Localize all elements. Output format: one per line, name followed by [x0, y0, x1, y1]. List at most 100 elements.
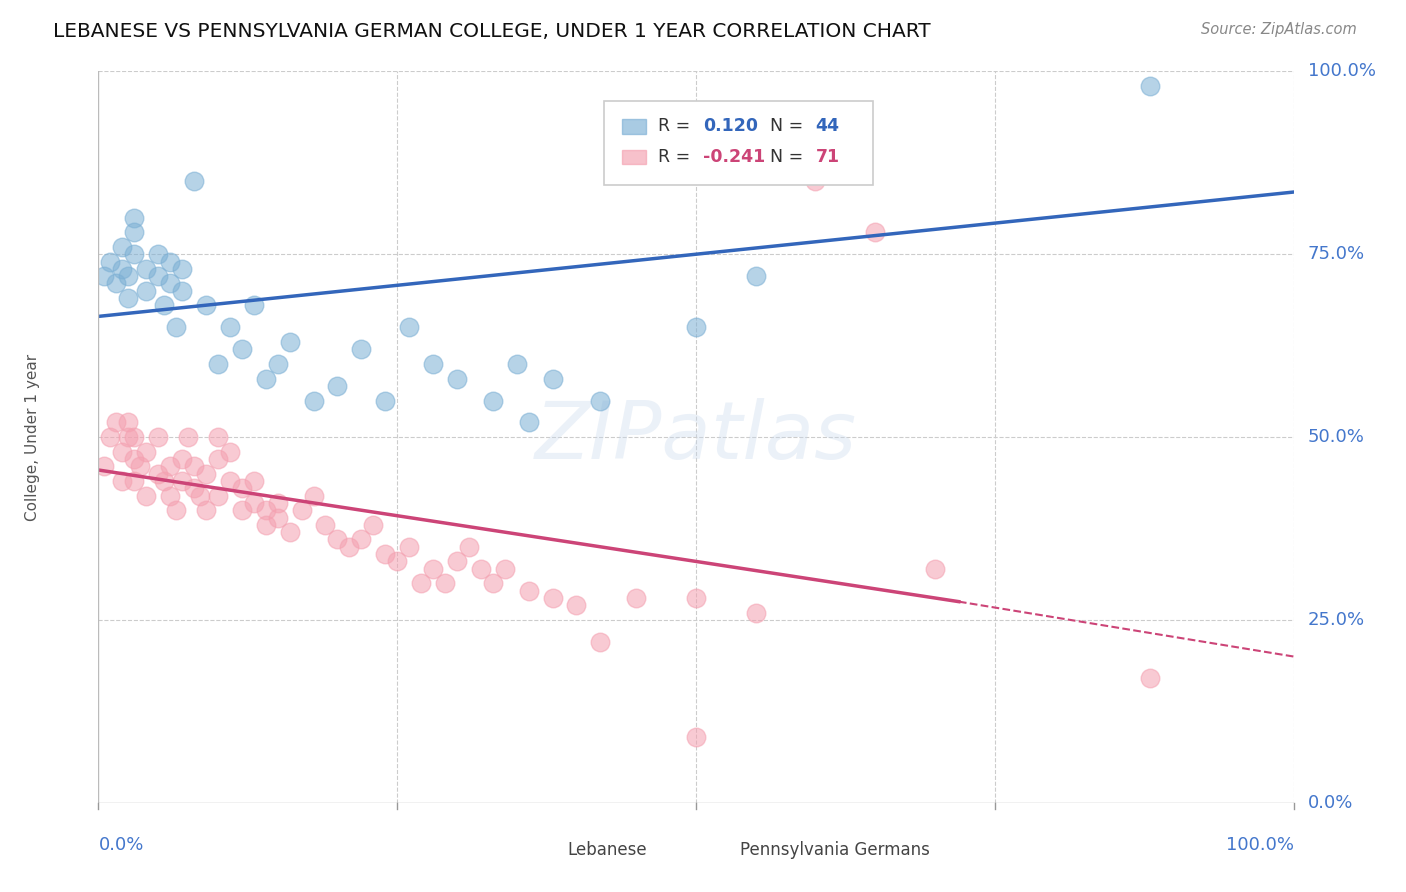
Text: Lebanese: Lebanese [567, 841, 647, 859]
Point [195, 503, 218, 517]
Text: 0.0%: 0.0% [1308, 794, 1353, 812]
Point [243, 496, 266, 510]
Point [98, 254, 122, 268]
FancyBboxPatch shape [621, 119, 645, 134]
Point [159, 277, 181, 291]
Point [745, 606, 768, 620]
Point [267, 510, 290, 524]
Point [291, 503, 314, 517]
Point [243, 298, 266, 312]
Text: R =: R = [658, 117, 696, 136]
Point [93, 459, 115, 474]
Point [195, 298, 218, 312]
Point [195, 467, 218, 481]
Point [148, 247, 170, 261]
Point [541, 591, 564, 605]
Point [172, 452, 194, 467]
Point [865, 225, 887, 239]
Point [111, 240, 134, 254]
Point [207, 452, 229, 467]
FancyBboxPatch shape [621, 150, 645, 164]
Point [231, 503, 253, 517]
Point [172, 284, 194, 298]
Point [165, 320, 187, 334]
Point [117, 416, 139, 430]
Point [481, 393, 505, 408]
Point [111, 444, 134, 458]
Point [165, 503, 187, 517]
Point [302, 489, 325, 503]
Point [385, 554, 409, 568]
Point [446, 554, 468, 568]
Point [124, 430, 146, 444]
Text: 71: 71 [815, 148, 839, 166]
Point [374, 393, 396, 408]
Point [326, 533, 349, 547]
Point [278, 525, 301, 540]
Point [117, 291, 139, 305]
Point [219, 444, 242, 458]
Point [219, 474, 242, 488]
Point [207, 489, 229, 503]
Point [153, 298, 176, 312]
Point [924, 562, 946, 576]
Point [481, 576, 505, 591]
Text: College, Under 1 year: College, Under 1 year [25, 353, 41, 521]
Point [159, 254, 181, 268]
Point [188, 489, 211, 503]
Point [374, 547, 396, 561]
Point [172, 261, 194, 276]
Point [446, 371, 468, 385]
Point [117, 430, 139, 444]
Text: 0.120: 0.120 [703, 117, 758, 136]
Point [315, 517, 337, 532]
Point [129, 459, 152, 474]
Point [302, 393, 325, 408]
Point [124, 247, 146, 261]
Point [470, 562, 492, 576]
Point [267, 496, 290, 510]
Point [243, 474, 266, 488]
Point [458, 540, 481, 554]
Text: 100.0%: 100.0% [1226, 836, 1294, 854]
Point [183, 174, 205, 188]
Point [254, 371, 277, 385]
Point [685, 730, 707, 744]
Point [267, 357, 290, 371]
Text: 44: 44 [815, 117, 839, 136]
Point [350, 343, 373, 357]
Point [398, 320, 420, 334]
Point [183, 459, 205, 474]
Point [172, 474, 194, 488]
Point [148, 269, 170, 284]
Text: 25.0%: 25.0% [1308, 611, 1365, 629]
Point [278, 334, 301, 349]
Point [745, 269, 768, 284]
Text: 50.0%: 50.0% [1308, 428, 1365, 446]
Point [183, 481, 205, 495]
Point [111, 261, 134, 276]
Point [148, 467, 170, 481]
Point [159, 459, 181, 474]
Point [93, 269, 115, 284]
Point [565, 599, 588, 613]
Point [124, 225, 146, 239]
Point [422, 357, 444, 371]
Point [105, 416, 128, 430]
Text: N =: N = [770, 148, 808, 166]
Point [207, 430, 229, 444]
Point [626, 591, 648, 605]
Point [434, 576, 457, 591]
FancyBboxPatch shape [605, 101, 873, 185]
Point [363, 517, 385, 532]
Point [153, 474, 176, 488]
Point [159, 489, 181, 503]
Point [1139, 672, 1161, 686]
FancyBboxPatch shape [534, 843, 558, 858]
FancyBboxPatch shape [709, 843, 733, 858]
Point [135, 261, 157, 276]
Point [124, 474, 146, 488]
Text: Source: ZipAtlas.com: Source: ZipAtlas.com [1201, 22, 1357, 37]
Point [231, 481, 253, 495]
Point [124, 211, 146, 225]
